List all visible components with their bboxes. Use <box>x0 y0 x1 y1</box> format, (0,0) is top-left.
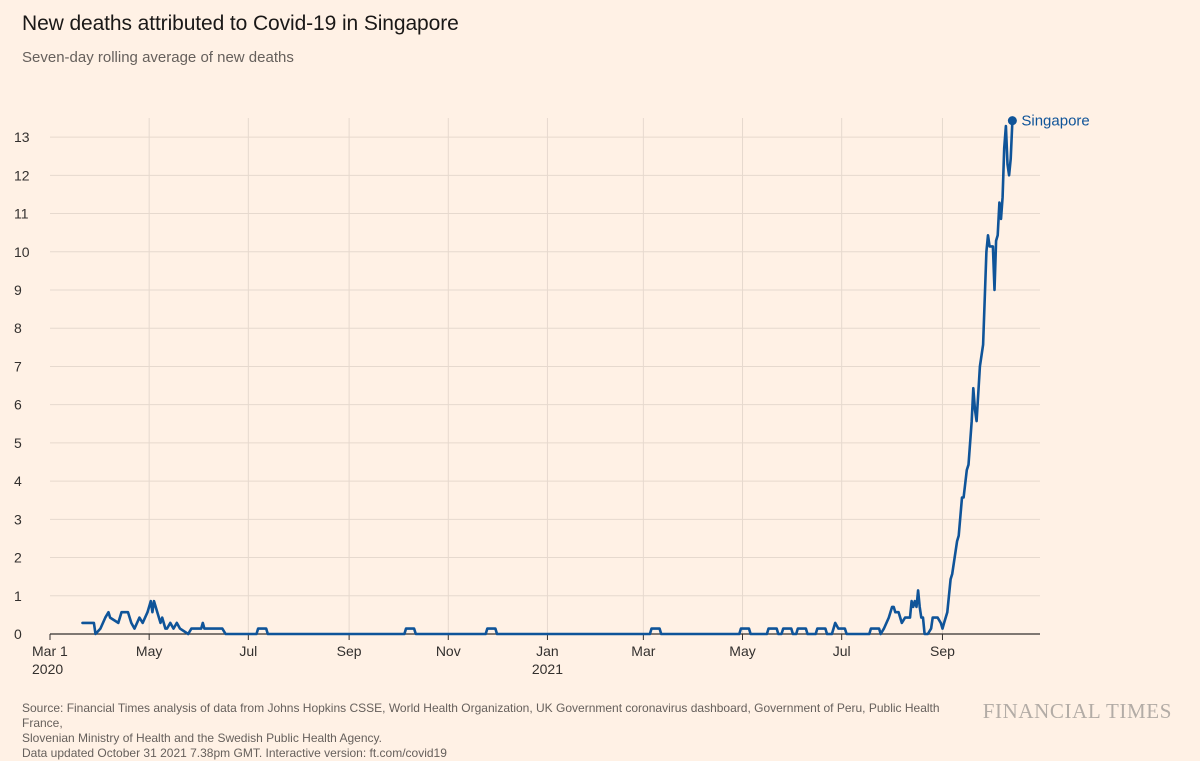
chart-title: New deaths attributed to Covid-19 in Sin… <box>22 12 459 35</box>
y-tick-label: 3 <box>14 511 22 527</box>
x-tick-label: Sep <box>337 643 362 659</box>
y-tick-label: 10 <box>14 244 30 260</box>
y-tick-label: 1 <box>14 588 22 604</box>
y-tick-label: 0 <box>14 626 22 642</box>
y-tick-label: 8 <box>14 320 22 336</box>
x-tick-label: Sep <box>930 643 955 659</box>
x-tick-label: Jul <box>833 643 851 659</box>
x-tick-label: Jan <box>536 643 559 659</box>
series-layer: Singapore <box>81 113 1090 636</box>
y-tick-label: 2 <box>14 550 22 566</box>
x-tick-label: Nov <box>436 643 461 659</box>
series-end-label: Singapore <box>1021 113 1089 130</box>
chart-subtitle: Seven-day rolling average of new deaths <box>22 49 294 66</box>
x-tick-label: Jul <box>239 643 257 659</box>
y-tick-label: 12 <box>14 167 30 183</box>
updated-line: Data updated October 31 2021 7.38pm GMT.… <box>22 746 447 760</box>
ft-brand-logo: FINANCIAL TIMES <box>982 699 1172 723</box>
source-line-2: Slovenian Ministry of Health and the Swe… <box>22 731 382 745</box>
x-axis-ticks: Mar 1 2020 May Jul Sep Nov Jan 2021 Mar May Jul Sep <box>32 634 955 677</box>
source-line-1: Source: Financial Times analysis of data… <box>22 701 940 730</box>
x-tick-label: May <box>136 643 162 659</box>
gridlines <box>50 118 1040 635</box>
x-tick-label: Mar <box>631 643 655 659</box>
y-tick-label: 6 <box>14 397 22 413</box>
x-tick-label: May <box>729 643 755 659</box>
y-tick-label: 4 <box>14 473 22 489</box>
y-tick-label: 11 <box>14 206 29 222</box>
x-tick-year-label: 2020 <box>32 661 63 677</box>
source-note: Source: Financial Times analysis of data… <box>22 701 982 761</box>
y-tick-label: 5 <box>14 435 22 451</box>
y-tick-label: 9 <box>14 282 22 298</box>
x-tick-label: Mar 1 <box>32 643 68 659</box>
series-end-point <box>1007 116 1017 126</box>
y-tick-label: 13 <box>14 129 30 145</box>
y-tick-label: 7 <box>14 358 22 374</box>
x-tick-year-label: 2021 <box>532 661 563 677</box>
series-line-singapore <box>81 119 1014 636</box>
